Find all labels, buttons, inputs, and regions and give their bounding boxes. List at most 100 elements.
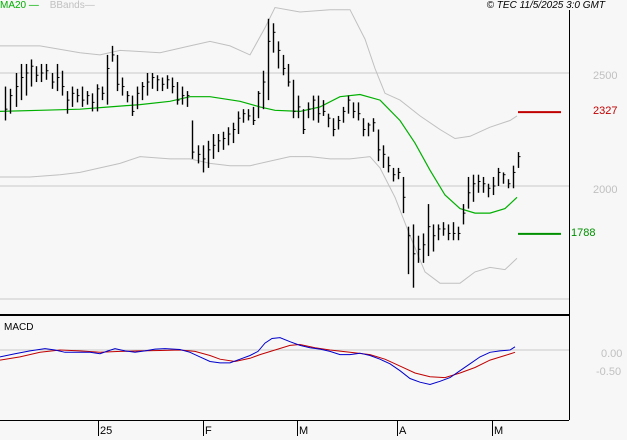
price-bar (202, 145, 206, 173)
price-bar (342, 106, 346, 123)
price-bar (212, 134, 216, 159)
price-bar (262, 70, 266, 110)
price-bar (171, 77, 175, 94)
price-bar (447, 224, 451, 241)
price-bar (51, 73, 55, 89)
price-bar (362, 118, 366, 137)
price-bar (397, 167, 401, 180)
macd-line (0, 337, 516, 386)
price-bar (156, 75, 160, 92)
x-tick-label: M (299, 425, 309, 437)
price-bar (222, 131, 226, 150)
price-bar (282, 54, 286, 76)
price-bar (347, 95, 351, 114)
price-bar (237, 111, 241, 135)
price-bar (247, 109, 251, 121)
price-bar (186, 91, 190, 107)
price-bar (427, 204, 431, 257)
price-bar (352, 102, 356, 119)
price-bar (25, 63, 29, 96)
price-bar (267, 18, 271, 101)
legend: MA20 — BBands— (0, 0, 95, 11)
price-bar (61, 70, 65, 96)
macd-panel (0, 337, 569, 386)
price-panel (0, 6, 569, 300)
copyright-timestamp: © TEC 11/5/2025 3:0 GMT (486, 0, 605, 11)
price-bar (312, 95, 316, 121)
macd-title: MACD (4, 322, 34, 333)
x-tick-label: F (205, 425, 212, 437)
price-bar (322, 100, 326, 116)
legend-bbands: BBands— (49, 0, 95, 11)
price-bar (227, 127, 231, 146)
x-tick-label: 25 (100, 425, 113, 437)
x-tick-label: M (494, 425, 504, 437)
price-bar (242, 109, 246, 123)
price-bar (35, 66, 39, 83)
price-bar (412, 224, 416, 288)
support-label: 1788 (571, 227, 596, 239)
price-bar (392, 167, 396, 182)
price-bar (422, 233, 426, 263)
price-bar (217, 134, 221, 153)
price-bar (116, 54, 120, 92)
legend-bbands-label: BBands (49, 0, 85, 11)
price-bar (372, 118, 376, 132)
price-bar (45, 63, 49, 80)
price-bar (81, 86, 85, 107)
price-bar (181, 86, 185, 105)
price-bar (151, 73, 155, 89)
price-bar (131, 95, 135, 116)
ma20-line (0, 93, 518, 214)
legend-ma20: MA20 — (0, 0, 39, 11)
macd-label-zero: 0.00 (601, 348, 623, 360)
price-bar (502, 172, 506, 184)
bollinger-upper-line (0, 6, 518, 140)
price-bar (487, 183, 491, 198)
price-bar (66, 91, 70, 114)
price-bar (96, 84, 100, 112)
price-bar (71, 86, 75, 107)
price-bar (292, 79, 296, 119)
price-bar (76, 88, 80, 103)
price-bar (232, 122, 236, 144)
price-bar (437, 224, 441, 241)
price-bar (402, 176, 406, 214)
price-bar (297, 95, 301, 119)
price-bar (161, 77, 165, 92)
price-bar (457, 226, 461, 241)
price-bar (302, 109, 306, 135)
price-bar (512, 165, 516, 189)
price-bar (417, 235, 421, 263)
price-bar (4, 86, 8, 121)
price-bar (20, 63, 24, 101)
price-bar (517, 152, 521, 168)
price-bar (136, 86, 140, 110)
price-bar (257, 91, 261, 119)
price-bar (176, 82, 180, 105)
price-bar (9, 88, 13, 114)
price-bar (317, 95, 321, 123)
price-bar (507, 179, 511, 189)
price-bar (56, 63, 60, 92)
price-bar (146, 73, 150, 96)
price-bar (277, 41, 281, 69)
price-bar (357, 102, 361, 121)
price-bar (377, 129, 381, 162)
macd-label-minus: -0.50 (596, 366, 622, 378)
price-bar (387, 156, 391, 173)
price-bar (197, 145, 201, 164)
price-bar (252, 106, 256, 125)
legend-ma20-label: MA20 (0, 0, 27, 11)
price-bar (337, 115, 341, 130)
price-bar (482, 176, 486, 193)
price-bar (462, 204, 466, 225)
price-bar (407, 226, 411, 275)
price-bar (327, 113, 331, 128)
price-bars (4, 18, 521, 288)
price-bar (472, 174, 476, 202)
price-bar (166, 75, 170, 89)
price-bar (191, 120, 195, 159)
price-bar (497, 167, 501, 186)
